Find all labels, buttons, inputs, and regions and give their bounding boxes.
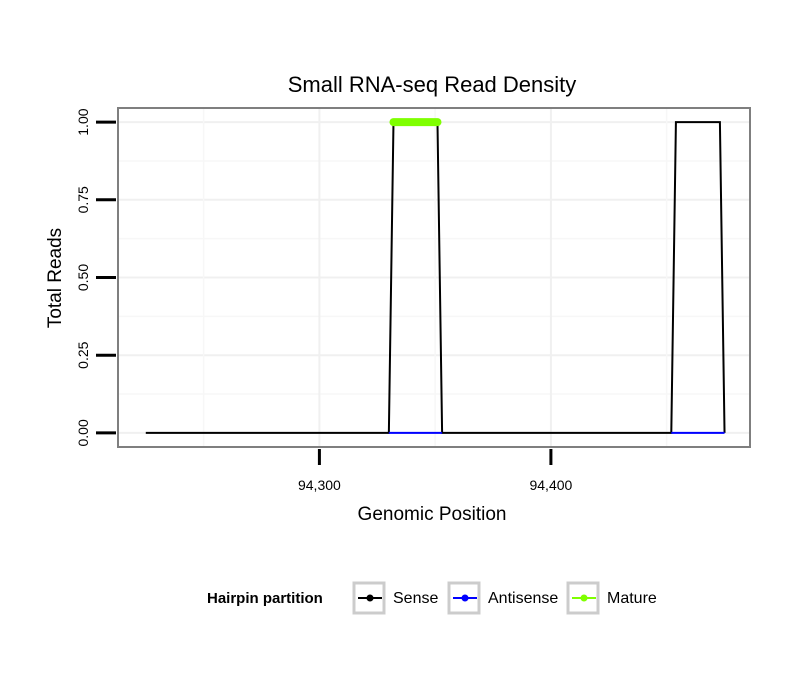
legend: Hairpin partition Sense Antisense Mature (207, 581, 657, 615)
legend-key-sense (352, 581, 386, 615)
y-tick-label: 0.00 (75, 419, 91, 446)
legend-key-mature (566, 581, 600, 615)
legend-key-antisense (447, 581, 481, 615)
legend-title: Hairpin partition (207, 590, 323, 607)
legend-label-mature: Mature (607, 590, 657, 607)
x-axis-label: Genomic Position (358, 504, 507, 525)
legend-key-point (580, 594, 588, 602)
x-tick-label: 94,400 (529, 477, 572, 493)
y-tick-label: 0.25 (75, 341, 91, 368)
legend-key-point (461, 594, 469, 602)
legend-label-sense: Sense (393, 590, 438, 607)
y-tick-label: 0.50 (75, 264, 91, 291)
legend-key-box (566, 581, 600, 615)
x-tick-label: 94,300 (298, 477, 341, 493)
y-tick-label: 0.75 (75, 186, 91, 213)
chart-title: Small RNA-seq Read Density (288, 72, 577, 97)
x-axis: 94,300 94,400 (298, 449, 573, 493)
legend-label-antisense: Antisense (488, 590, 558, 607)
y-axis: 0.00 0.25 0.50 0.75 1.00 (75, 108, 116, 447)
series-layer (145, 118, 726, 434)
y-axis-label: Total Reads (45, 228, 66, 328)
y-tick-label: 1.00 (75, 108, 91, 135)
legend-key-point (366, 594, 374, 602)
